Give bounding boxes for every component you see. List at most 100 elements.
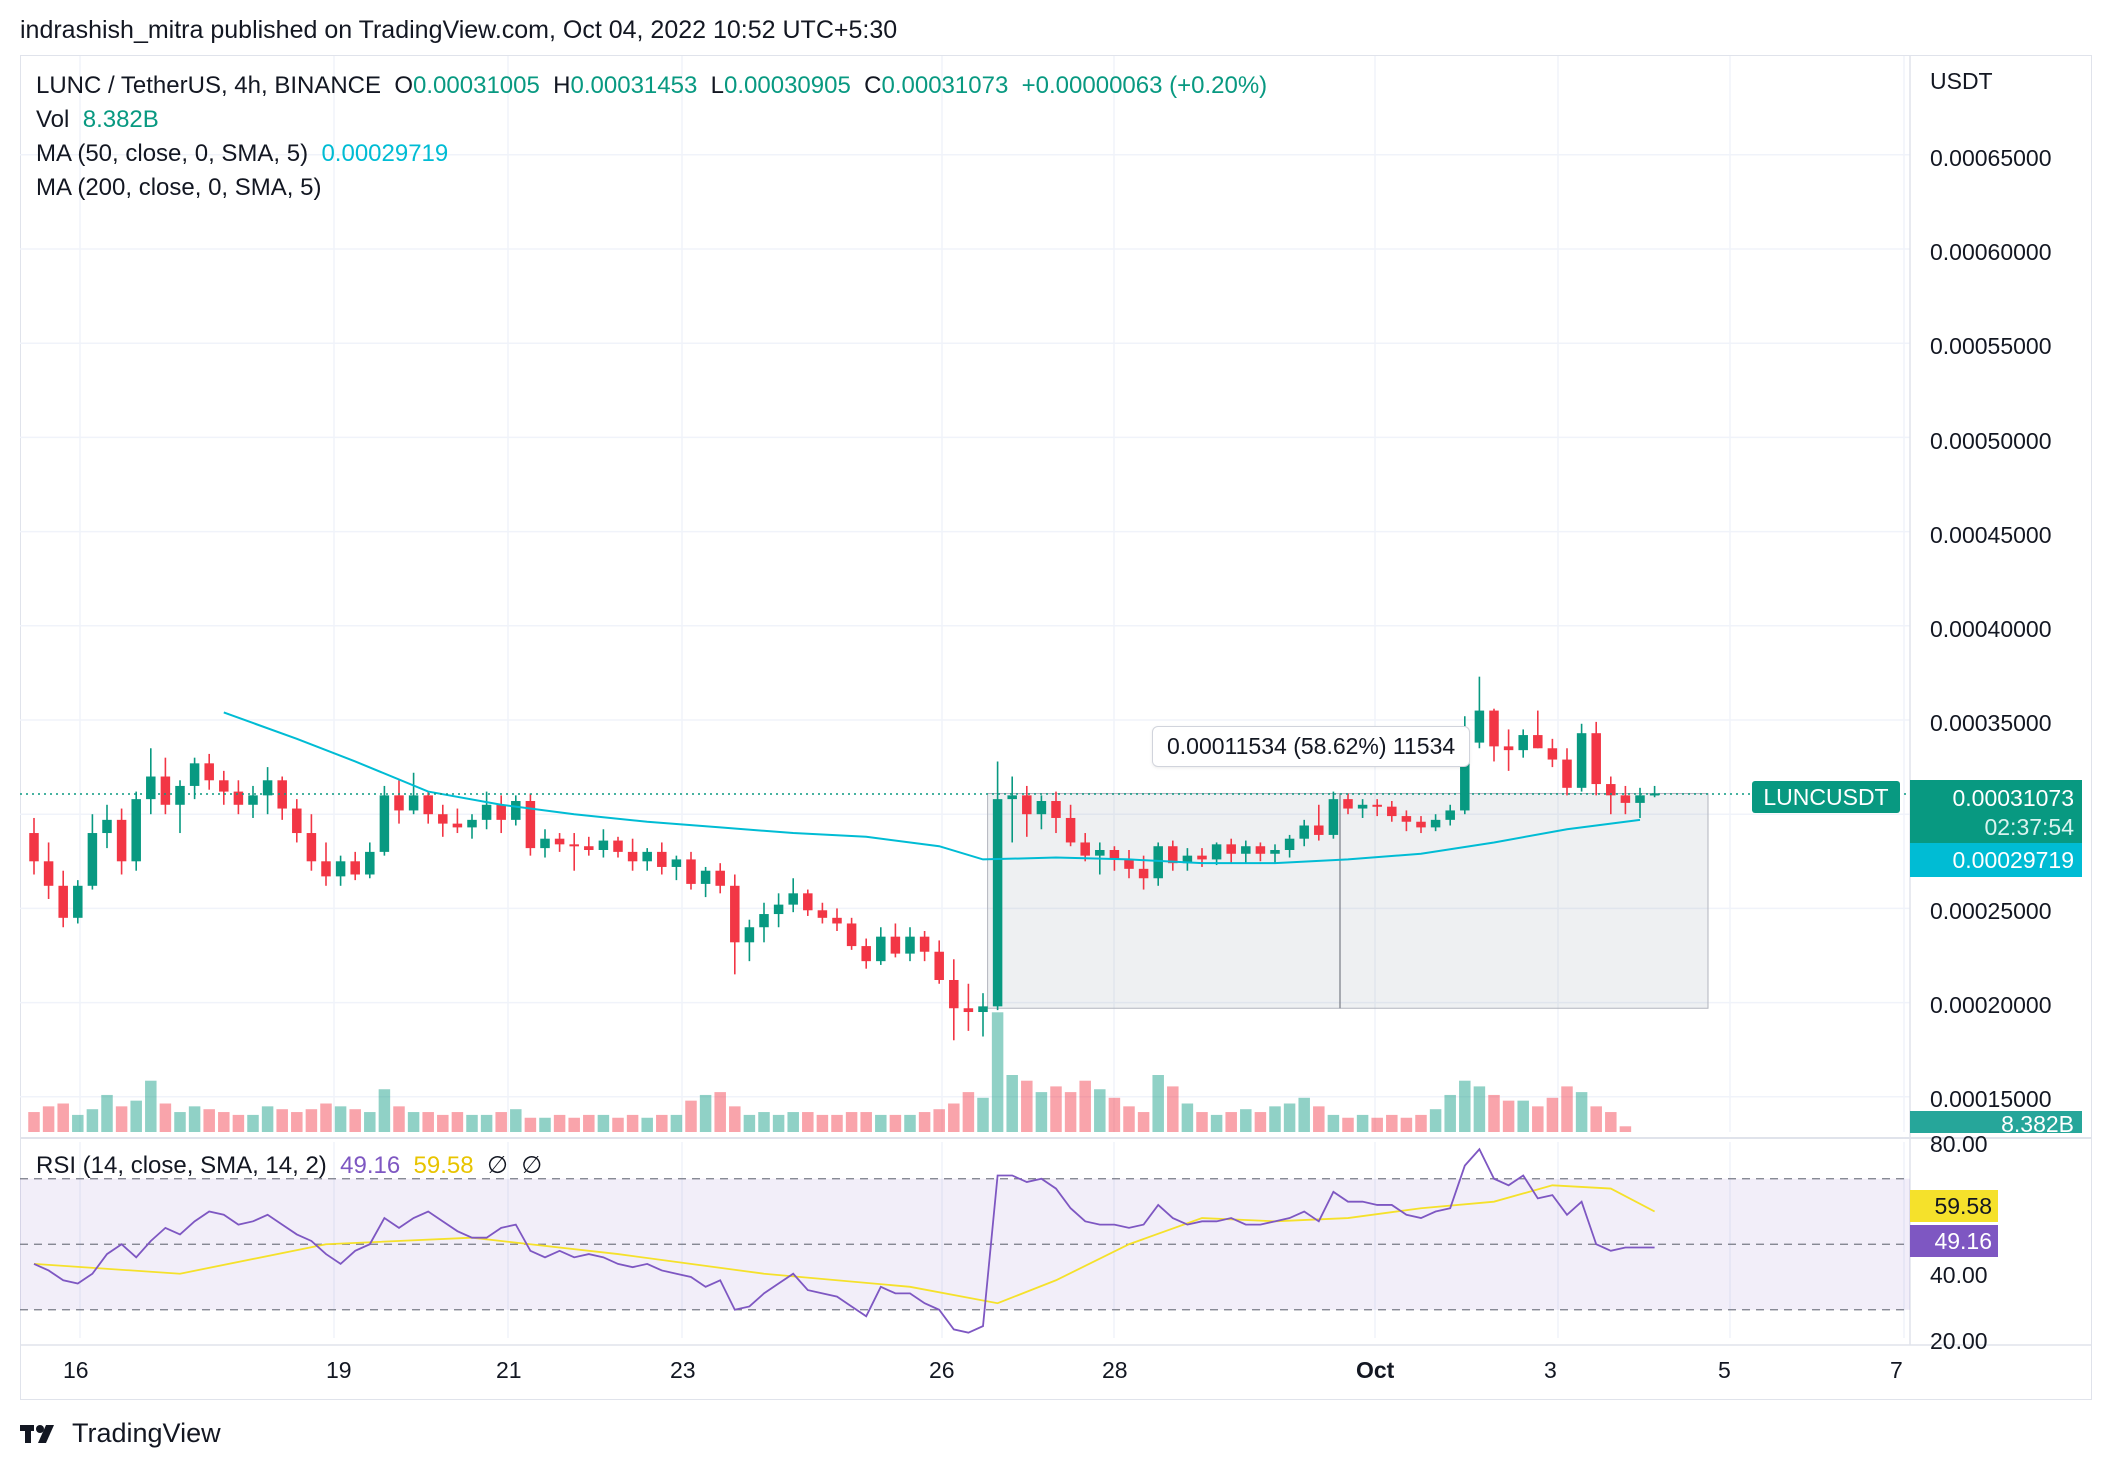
volume-bar xyxy=(1575,1092,1588,1132)
candle-body xyxy=(919,936,930,952)
candle-body xyxy=(1168,846,1178,864)
volume-bar xyxy=(1400,1117,1413,1132)
volume-bar xyxy=(422,1112,434,1132)
volume-bar xyxy=(831,1114,843,1132)
volume-bar xyxy=(1386,1114,1398,1132)
volume-bar xyxy=(787,1112,799,1132)
price-tick: 0.00025000 xyxy=(1930,898,2052,924)
volume-bar xyxy=(1313,1106,1325,1132)
volume-bar xyxy=(115,1106,128,1132)
volume-tag: 8.382B xyxy=(1910,1111,2082,1133)
candle-body xyxy=(1328,799,1339,835)
candle-body xyxy=(1445,810,1455,820)
candle-body xyxy=(292,808,302,834)
candle-body xyxy=(511,801,521,820)
volume-bar xyxy=(626,1114,639,1132)
candle-body xyxy=(1401,816,1412,822)
volume-bar xyxy=(159,1103,172,1132)
rsi-legend-label[interactable]: RSI (14, close, SMA, 14, 2) xyxy=(36,1152,327,1179)
volume-bar xyxy=(641,1117,653,1132)
candle-body xyxy=(1357,804,1368,809)
candle-body xyxy=(306,833,317,862)
candle-body xyxy=(1065,817,1076,843)
volume-bar xyxy=(1488,1094,1500,1132)
price-tick: 0.00020000 xyxy=(1930,992,2052,1018)
candle-body xyxy=(131,799,141,862)
candle-body xyxy=(978,1006,988,1013)
candle-body xyxy=(554,838,565,845)
brand-name: TradingView xyxy=(72,1418,221,1448)
legend-symbol[interactable]: LUNC / TetherUS, 4h, BINANCE xyxy=(36,72,382,99)
publish-line: indrashish_mitra published on TradingVie… xyxy=(20,16,898,44)
legend-low-value: 0.00030905 xyxy=(724,72,851,99)
candle-body xyxy=(876,936,886,962)
brand[interactable]: TradingView xyxy=(20,1418,221,1449)
volume-bar xyxy=(28,1112,40,1132)
time-tick: 23 xyxy=(670,1357,696,1383)
legend-ma50-label[interactable]: MA (50, close, 0, SMA, 5) xyxy=(36,140,309,167)
candle-body xyxy=(365,851,375,875)
legend-ma200-row: MA (200, close, 0, SMA, 5) xyxy=(36,174,321,202)
candle-body xyxy=(29,833,39,862)
volume-bar xyxy=(1283,1103,1296,1132)
price-axis-currency: USDT xyxy=(1930,68,1993,94)
time-tick: 7 xyxy=(1890,1357,1903,1383)
candle-body xyxy=(832,917,842,924)
volume-bar xyxy=(393,1106,405,1132)
candle-body xyxy=(262,780,273,796)
candle-body xyxy=(1007,795,1017,800)
candle-body xyxy=(438,814,448,824)
candle-body xyxy=(233,791,244,805)
volume-bar xyxy=(729,1106,741,1132)
price-tick: 0.00045000 xyxy=(1930,522,2052,548)
price-tick: 0.00065000 xyxy=(1930,145,2052,171)
rsi-legend-sma-value: 59.58 xyxy=(413,1152,474,1179)
volume-bar xyxy=(1181,1103,1194,1132)
candle-body xyxy=(803,893,813,911)
legend-volume-label[interactable]: Vol xyxy=(36,106,70,133)
price-tick: 0.00050000 xyxy=(1930,428,2052,454)
candle-body xyxy=(569,844,579,847)
candle-body xyxy=(686,859,696,884)
volume-bar xyxy=(1035,1092,1048,1132)
volume-bar xyxy=(656,1114,668,1132)
candle-body xyxy=(949,979,959,1009)
volume-bar xyxy=(305,1109,318,1132)
candle-body xyxy=(1095,849,1105,856)
candle-body xyxy=(613,840,623,852)
volume-bar xyxy=(1108,1097,1121,1132)
candle-body xyxy=(1051,801,1061,818)
candle-body xyxy=(744,927,755,943)
volume-bar xyxy=(612,1117,624,1132)
volume-bar xyxy=(437,1114,449,1132)
candle-body xyxy=(1226,844,1236,854)
rsi-sma-tag: 59.58 xyxy=(1910,1190,1998,1222)
volume-bar xyxy=(203,1109,215,1132)
candle-body xyxy=(1211,844,1222,860)
measure-label[interactable]: 0.00011534 (58.62%) 11534 xyxy=(1152,726,1471,767)
candle-body xyxy=(1416,821,1426,828)
volume-bar xyxy=(1137,1112,1150,1132)
candle-body xyxy=(394,795,404,811)
candle-body xyxy=(1241,846,1251,854)
symbol-tag: LUNCUSDT xyxy=(1752,781,1900,813)
legend-ma200-label[interactable]: MA (200, close, 0, SMA, 5) xyxy=(36,174,322,201)
volume-bar xyxy=(1517,1100,1529,1132)
volume-bar xyxy=(991,1012,1004,1132)
volume-bar xyxy=(948,1103,960,1132)
candle-body xyxy=(1124,859,1134,869)
candle-body xyxy=(335,861,346,877)
rsi-legend-value: 49.16 xyxy=(340,1152,401,1179)
candle-body xyxy=(846,923,857,947)
candle-body xyxy=(1022,795,1032,815)
time-tick: 16 xyxy=(63,1357,89,1383)
volume-bar xyxy=(539,1117,551,1132)
time-tick: 19 xyxy=(326,1357,352,1383)
volume-bar xyxy=(1006,1075,1018,1132)
volume-bar xyxy=(451,1112,464,1132)
volume-bar xyxy=(101,1094,113,1132)
candle-body xyxy=(657,851,667,867)
volume-bar xyxy=(261,1106,274,1132)
candle-body xyxy=(817,910,828,918)
